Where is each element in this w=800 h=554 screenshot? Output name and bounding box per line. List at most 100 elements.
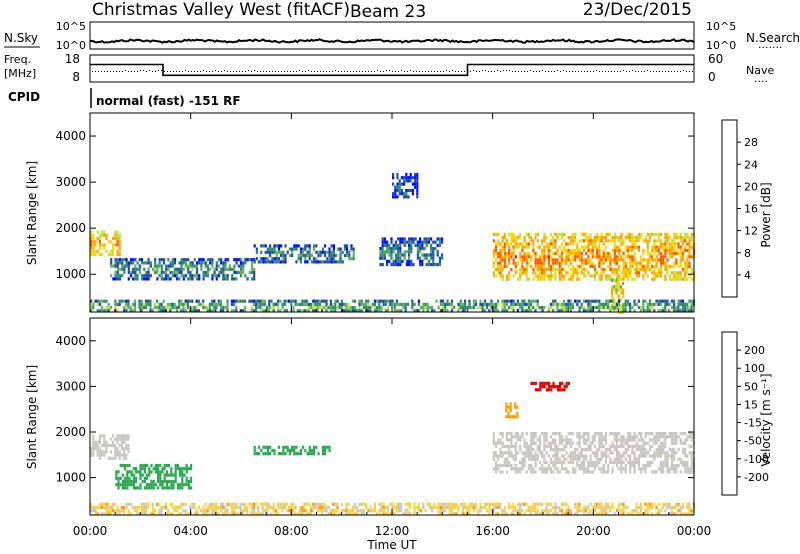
velocity-cell bbox=[252, 502, 255, 506]
velocity-cell bbox=[121, 473, 124, 477]
power-cell bbox=[543, 271, 546, 275]
velocity-cell bbox=[92, 440, 95, 444]
velocity-cell bbox=[552, 448, 555, 452]
velocity-cell bbox=[347, 512, 350, 516]
power-cell bbox=[673, 277, 676, 281]
power-cell bbox=[600, 255, 603, 259]
power-cell bbox=[613, 239, 616, 243]
velocity-cell bbox=[556, 454, 559, 458]
power-cell bbox=[380, 309, 383, 313]
power-cell bbox=[609, 264, 612, 268]
power-cell bbox=[622, 302, 625, 306]
power-cell bbox=[403, 256, 406, 260]
velocity-cell bbox=[150, 486, 153, 490]
power-cell bbox=[328, 253, 331, 258]
velocity-cell bbox=[580, 454, 583, 458]
power-y-tick-label: 1000 bbox=[55, 267, 86, 281]
power-cell bbox=[536, 277, 539, 281]
velocity-cell bbox=[607, 502, 610, 506]
velocity-cell bbox=[125, 437, 128, 441]
velocity-cell bbox=[635, 435, 638, 439]
nsearch-legend-dots: ....... bbox=[758, 38, 782, 51]
power-cell bbox=[651, 258, 654, 262]
velocity-cell bbox=[162, 505, 165, 510]
velocity-cell bbox=[640, 512, 643, 516]
velocity-cell bbox=[514, 448, 517, 452]
power-cell bbox=[277, 250, 280, 254]
power-y-tick-label: 2000 bbox=[55, 221, 86, 235]
power-cell bbox=[182, 306, 185, 310]
velocity-cell bbox=[395, 502, 398, 506]
power-cell bbox=[574, 258, 577, 262]
power-cell bbox=[543, 268, 546, 272]
power-cell bbox=[90, 230, 93, 234]
power-cell bbox=[118, 258, 122, 262]
power-cell bbox=[525, 309, 528, 313]
velocity-cell bbox=[202, 505, 205, 510]
power-cell bbox=[336, 299, 339, 303]
velocity-cell bbox=[530, 505, 533, 510]
power-cell bbox=[339, 250, 342, 254]
power-cell bbox=[405, 240, 408, 244]
velocity-cell bbox=[288, 448, 291, 453]
velocity-cell bbox=[662, 505, 665, 510]
power-cell bbox=[244, 258, 247, 262]
velocity-cell bbox=[657, 438, 660, 442]
power-cell bbox=[153, 302, 156, 306]
power-cell bbox=[640, 258, 643, 262]
power-cell bbox=[145, 306, 148, 310]
velocity-cell bbox=[545, 381, 548, 385]
power-cell bbox=[510, 239, 513, 243]
power-cell bbox=[684, 239, 687, 243]
velocity-cell bbox=[143, 470, 146, 474]
power-cell bbox=[681, 258, 685, 262]
velocity-cell bbox=[230, 512, 233, 516]
power-cell bbox=[664, 248, 667, 252]
velocity-cell bbox=[109, 443, 112, 448]
power-cell bbox=[569, 248, 572, 252]
power-cell bbox=[681, 277, 685, 281]
power-cell bbox=[591, 255, 594, 259]
velocity-cell bbox=[679, 432, 682, 436]
velocity-cell bbox=[365, 505, 368, 510]
power-cell bbox=[664, 277, 667, 281]
power-cell bbox=[217, 264, 221, 268]
power-cell bbox=[307, 306, 310, 310]
power-cell bbox=[101, 233, 104, 237]
power-cell bbox=[521, 264, 524, 268]
power-cell bbox=[414, 237, 417, 241]
nave-dot bbox=[128, 71, 129, 72]
velocity-cell bbox=[173, 509, 176, 513]
velocity-cell bbox=[615, 441, 619, 445]
power-cell bbox=[127, 302, 130, 306]
power-cell bbox=[173, 270, 177, 275]
velocity-cell bbox=[109, 450, 112, 454]
power-cell bbox=[339, 260, 342, 264]
power-cell bbox=[224, 264, 227, 268]
power-cell bbox=[626, 232, 630, 236]
power-cell bbox=[394, 192, 397, 196]
velocity-cell bbox=[224, 512, 227, 516]
power-cell bbox=[538, 274, 542, 278]
power-cell bbox=[107, 306, 110, 310]
power-cell bbox=[483, 299, 486, 303]
power-cell bbox=[285, 309, 288, 313]
velocity-cell bbox=[494, 502, 497, 506]
power-cell bbox=[138, 258, 141, 262]
power-cell bbox=[640, 268, 643, 272]
power-cell bbox=[516, 261, 520, 265]
power-cell bbox=[596, 245, 599, 249]
velocity-cell bbox=[684, 451, 687, 455]
velocity-cell bbox=[123, 434, 126, 438]
power-cell bbox=[582, 261, 586, 265]
power-cell bbox=[358, 309, 361, 313]
power-cell bbox=[286, 250, 289, 254]
power-cell bbox=[381, 263, 384, 267]
nave-dot bbox=[191, 71, 192, 72]
power-cell bbox=[327, 306, 330, 310]
power-cell bbox=[316, 299, 319, 303]
power-cell bbox=[191, 306, 194, 310]
velocity-cell bbox=[321, 502, 324, 506]
velocity-cell bbox=[149, 512, 152, 516]
velocity-cell bbox=[554, 467, 557, 471]
